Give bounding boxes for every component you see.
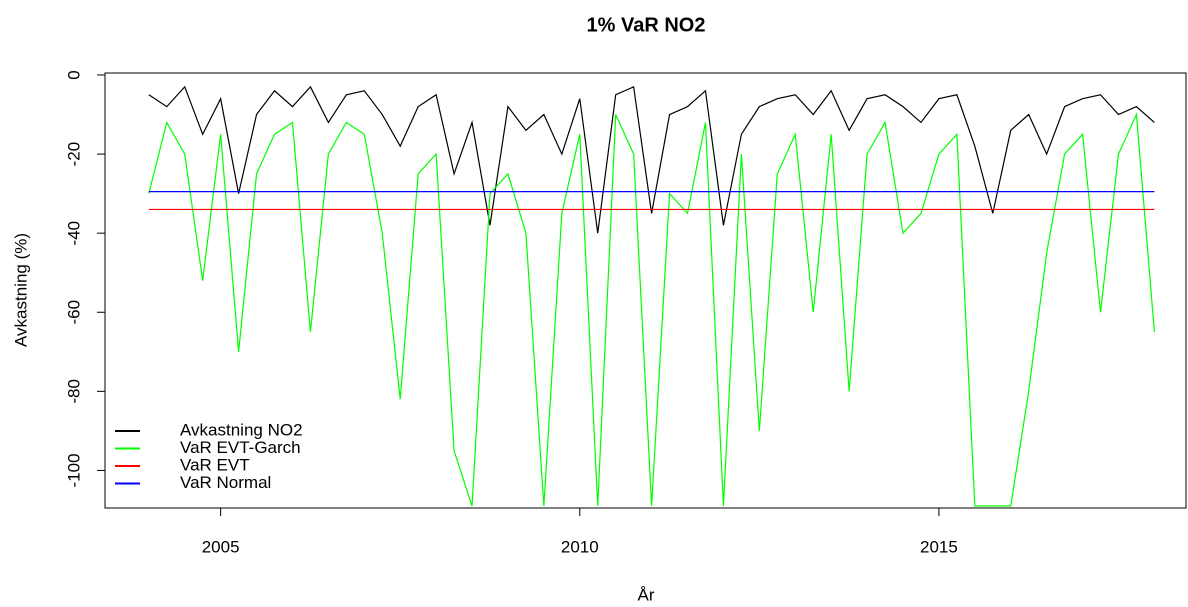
x-tick-label: 2015 [920,537,958,556]
y-tick-label: -80 [64,379,83,404]
y-tick-label: -100 [64,453,83,487]
chart-title: 1% VaR NO2 [587,14,706,36]
plot-frame [104,72,1187,509]
y-tick-label: -40 [64,221,83,246]
legend-label: VaR EVT [180,455,250,474]
series-line [148,85,1155,234]
legend-label: Avkastning NO2 [180,420,303,439]
y-tick-label: 0 [64,70,83,79]
x-tick-label: 2010 [561,537,599,556]
x-tick-label: 2005 [202,537,240,556]
y-axis-label: Avkastning (%) [11,233,30,347]
legend-label: VaR Normal [180,473,271,492]
series-line [148,112,1155,507]
y-tick-label: -60 [64,300,83,325]
legend-label: VaR EVT-Garch [180,438,301,457]
y-tick-label: -20 [64,142,83,167]
x-axis-label: År [638,585,655,604]
